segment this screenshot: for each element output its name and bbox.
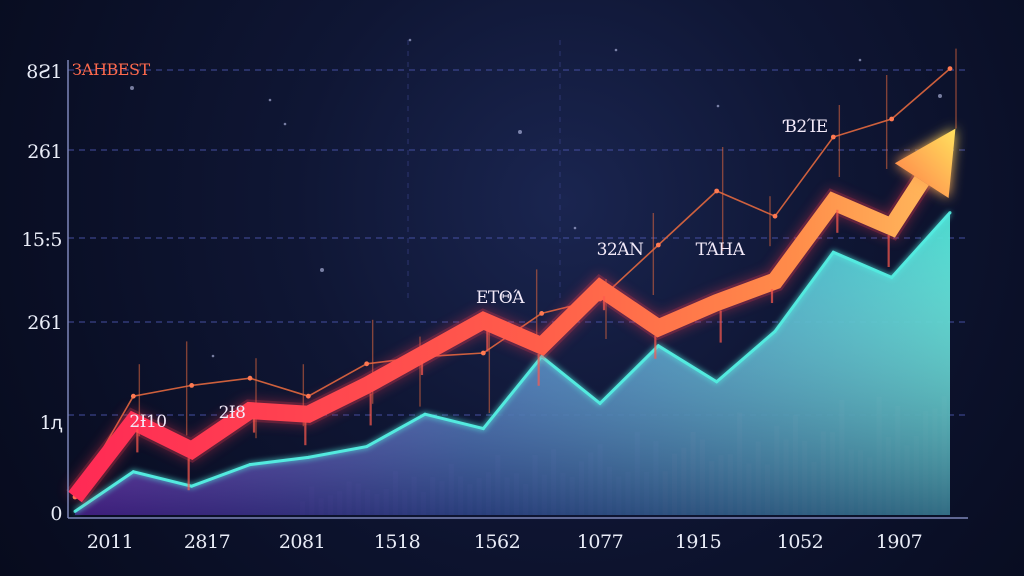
thin-line-point: [189, 383, 195, 388]
thin-line-point: [772, 213, 778, 219]
area-point: [73, 509, 77, 513]
star: [573, 226, 577, 230]
y-tick-label: 261: [27, 312, 62, 334]
ribbon-line: [68, 176, 929, 503]
area-point: [481, 427, 485, 431]
background-stars: [130, 38, 942, 358]
thin-line-point: [247, 375, 253, 381]
area-point: [598, 401, 602, 405]
data-label: Ɓ2ΊΕ: [782, 117, 827, 137]
x-tick-label: 2081: [279, 531, 325, 553]
star: [938, 94, 942, 98]
area-series: [73, 211, 952, 515]
star: [320, 268, 324, 272]
star: [268, 98, 272, 102]
y-tick-labels: 0 1ԯ 261 15:5 261 8Ƨ1: [21, 61, 62, 525]
thin-line-point: [889, 116, 895, 122]
chart-title: ЗАНВЕЅТ: [72, 60, 150, 79]
x-tick-label: 2817: [184, 531, 230, 553]
area-top-line: [74, 211, 952, 513]
data-label: ΕΤΘΆ: [476, 288, 525, 308]
thin-line-point: [539, 311, 545, 316]
area-point: [131, 470, 135, 474]
thin-line-point: [130, 393, 136, 399]
y-tick-label: 1ԯ: [40, 412, 63, 434]
star: [614, 48, 618, 52]
x-tick-label: 1077: [577, 531, 623, 553]
star: [130, 86, 134, 90]
thin-line-point: [714, 188, 720, 194]
area-point: [656, 344, 660, 348]
area-point: [248, 463, 252, 467]
area-point: [890, 275, 894, 279]
star: [858, 58, 862, 62]
star: [408, 38, 412, 42]
data-label: ΤΆΗΑ: [696, 240, 746, 260]
arrow-head: [894, 128, 956, 199]
x-tick-label: 1562: [474, 531, 520, 553]
x-tick-label: 1915: [675, 531, 721, 553]
area-point: [423, 412, 427, 416]
area-point: [773, 329, 777, 333]
area-point: [948, 211, 952, 215]
x-tick-label: 2011: [87, 531, 133, 553]
y-tick-label: 15:5: [21, 229, 62, 251]
y-tick-label: 8Ƨ1: [26, 61, 62, 83]
star: [211, 354, 215, 358]
area-shade: [75, 212, 950, 515]
area-point: [831, 250, 835, 254]
thin-line-point: [305, 393, 311, 399]
y-tick-label: 261: [27, 141, 62, 163]
star: [716, 104, 720, 108]
data-label: 2Ɨ8: [219, 403, 246, 423]
star: [283, 122, 287, 126]
axes: [67, 60, 968, 519]
thin-line-point: [830, 134, 836, 140]
thin-line-point: [655, 242, 661, 248]
x-tick-label: 1518: [374, 531, 420, 553]
x-tick-labels: 2011 2817 2081 1518 1562 1077 1915 1052 1907: [87, 531, 923, 553]
x-tick-label: 1907: [876, 531, 922, 553]
area-point: [306, 455, 310, 459]
x-tick-label: 1052: [777, 531, 823, 553]
y-tick-label: 0: [50, 503, 62, 525]
area-point: [190, 484, 194, 488]
ribbon-series: [66, 128, 956, 504]
thin-line-point: [947, 66, 953, 71]
data-labels: 2Ɨ10 2Ɨ8 ΕΤΘΆ 32ΆΝ ΤΆΗΑ Ɓ2ΊΕ: [129, 117, 828, 432]
area-point: [715, 380, 719, 384]
thin-line-point: [480, 350, 486, 356]
data-label: 2Ɨ10: [129, 412, 166, 432]
area-point: [365, 445, 369, 449]
data-label: 32ΆΝ: [597, 240, 644, 260]
star: [518, 130, 522, 134]
thin-line-point: [364, 361, 370, 367]
